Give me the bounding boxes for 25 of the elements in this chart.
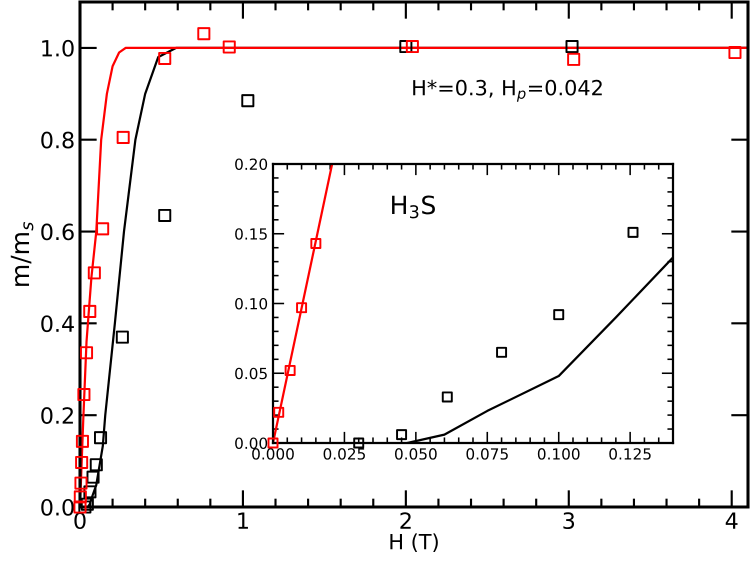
x-axis-title: H (T) <box>390 533 438 552</box>
y-tick-label: 0.10 <box>235 298 268 310</box>
y-tick-label: 0.8 <box>41 132 74 148</box>
x-tick-label: 0.075 <box>466 448 508 460</box>
y-tick-label: 0.6 <box>41 223 74 240</box>
x-tick-label: 3 <box>563 512 574 530</box>
annotation: H$_{3}$S <box>392 195 435 218</box>
x-tick-label: 0.125 <box>609 448 651 460</box>
y-tick-label: 0.00 <box>235 437 268 450</box>
y-tick-label: 0.4 <box>41 315 74 332</box>
y-axis-title: m/m$_{s}$ <box>10 222 34 286</box>
annotation: H*=0.3, H$_{p}$=0.042 <box>413 80 602 102</box>
y-tick-label: 1.0 <box>42 40 74 57</box>
x-tick-label: 4 <box>726 512 738 529</box>
y-tick-label: 0.2 <box>41 407 73 424</box>
y-tick-label: 0.20 <box>235 158 268 170</box>
x-tick-label: 2 <box>400 512 411 529</box>
x-tick-label: 1 <box>238 512 248 529</box>
y-tick-label: 0.15 <box>235 228 267 240</box>
y-tick-label: 0.05 <box>235 368 267 380</box>
y-tick-label: 0.0 <box>41 498 74 516</box>
x-tick-label: 0.025 <box>324 448 365 460</box>
x-tick-label: 0.050 <box>394 448 437 460</box>
x-tick-label: 0.000 <box>252 448 294 460</box>
x-tick-label: 0.100 <box>538 448 580 460</box>
